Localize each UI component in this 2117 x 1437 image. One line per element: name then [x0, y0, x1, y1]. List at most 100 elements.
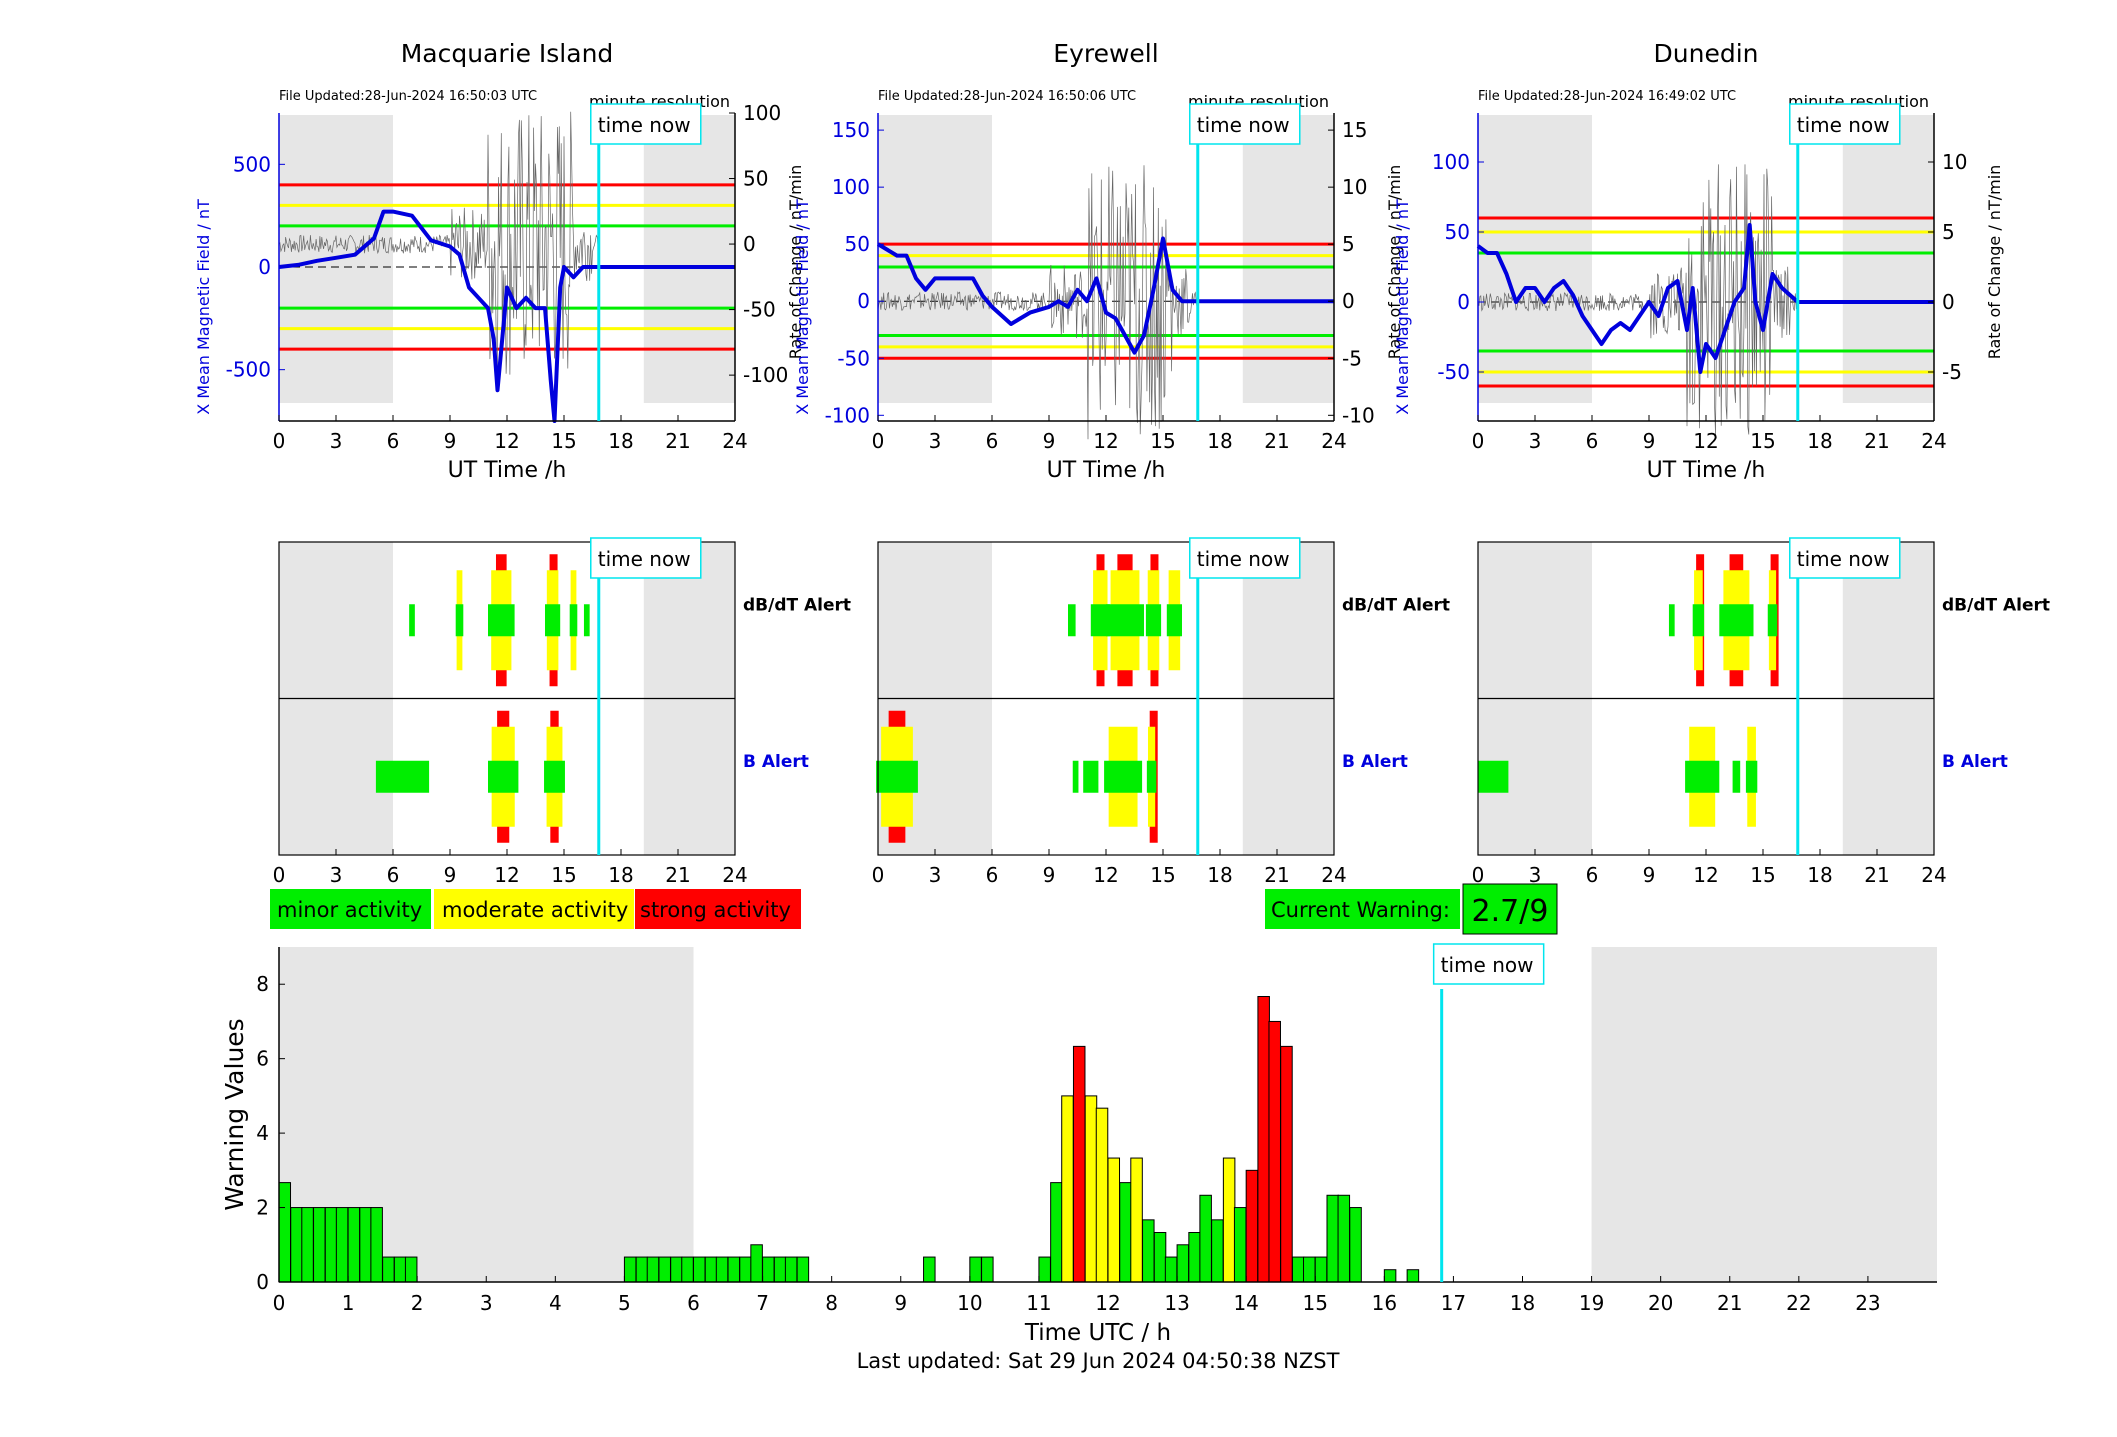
warning-bar — [290, 1207, 303, 1283]
right-tick-label: 50 — [743, 167, 768, 191]
warning-bar — [335, 1207, 349, 1283]
right-tick-label: 0 — [1942, 290, 1955, 314]
left-tick-label: -50 — [1437, 360, 1470, 384]
warning-bar — [404, 1256, 418, 1283]
dbdt-alert-label: dB/dT Alert — [1942, 595, 2050, 615]
x-tick-label: 21 — [665, 863, 690, 887]
warning-bar — [693, 1256, 706, 1283]
file-updated: File Updated:28-Jun-2024 16:50:03 UTC — [279, 89, 537, 104]
time-now-box — [1789, 537, 1901, 579]
warning-bar — [1095, 1107, 1109, 1283]
alert-plot: 0 3 6 9 12 15 18 21 24 dB/dT Alert B Alert time now — [872, 537, 1450, 887]
x-tick-label: 9 — [1043, 863, 1056, 887]
x-tick-label: 24 — [1321, 863, 1346, 887]
current-warning-label-box — [1265, 889, 1460, 929]
warning-bar — [1245, 1169, 1259, 1283]
warning-bar — [301, 1207, 314, 1283]
x-tick-label: 15 — [551, 863, 576, 887]
x-tick-label: 10 — [957, 1291, 982, 1315]
x-tick-label: 1 — [342, 1291, 355, 1315]
warning-bar — [1107, 1157, 1121, 1283]
x-tick-label: 15 — [1303, 1291, 1328, 1315]
warning-bar — [1153, 1231, 1167, 1283]
x-tick-label: 21 — [1717, 1291, 1742, 1315]
x-tick-label: 6 — [986, 429, 999, 453]
x-tick-label: 14 — [1233, 1291, 1258, 1315]
left-tick-label: 100 — [1432, 150, 1470, 174]
x-tick-label: 18 — [1807, 863, 1832, 887]
x-tick-label: 23 — [1855, 1291, 1880, 1315]
left-tick-label: -500 — [226, 358, 271, 382]
y-tick-label: 0 — [256, 1270, 269, 1294]
x-tick-label: 15 — [1750, 429, 1775, 453]
x-tick-label: 15 — [1150, 429, 1175, 453]
b-alert-minor — [876, 760, 918, 793]
x-tick-label: 7 — [756, 1291, 769, 1315]
warning-bar — [1349, 1207, 1362, 1283]
station-title: Eyrewell — [1053, 39, 1158, 68]
warning-bar — [658, 1256, 671, 1283]
x-tick-label: 18 — [1207, 429, 1232, 453]
x-tick-label: 12 — [1093, 429, 1118, 453]
legend-moderate-swatch — [434, 889, 634, 929]
warning-bar — [1119, 1182, 1132, 1283]
warning-bar — [762, 1256, 775, 1283]
right-tick-label: 0 — [1342, 289, 1355, 313]
x-tick-label: 19 — [1579, 1291, 1604, 1315]
b-alert-minor — [375, 760, 430, 793]
x-tick-label: 3 — [330, 863, 343, 887]
dbdt-alert-minor — [1767, 604, 1778, 637]
mean-field-line — [876, 236, 1334, 355]
x-tick-label: 6 — [986, 863, 999, 887]
dbdt-alert-minor — [569, 604, 578, 637]
dbdt-alert-minor — [409, 604, 415, 637]
x-tick-label: 2 — [411, 1291, 424, 1315]
time-now-label: time now — [1797, 113, 1890, 137]
dbdt-alert-minor — [488, 604, 515, 637]
b-alert-minor — [544, 760, 565, 793]
b-alert-label: B Alert — [1342, 752, 1408, 772]
night-shade — [1242, 115, 1334, 403]
time-now-box — [1432, 943, 1545, 985]
warning-bar — [1188, 1231, 1201, 1283]
x-tick-label: 9 — [444, 863, 457, 887]
x-tick-label: 13 — [1164, 1291, 1189, 1315]
b-alert-minor — [1732, 760, 1741, 793]
time-now-label: time now — [598, 113, 691, 137]
left-axis-label: X Mean Magnetic Field / nT — [793, 199, 812, 415]
right-axis-label: Rate of Change / nT/min — [786, 165, 805, 360]
time-now-box — [1189, 537, 1301, 579]
b-alert-minor — [488, 760, 519, 793]
left-tick-label: -50 — [837, 346, 870, 370]
x-tick-label: 9 — [894, 1291, 907, 1315]
x-tick-label: 17 — [1441, 1291, 1466, 1315]
warning-bar — [784, 1256, 798, 1283]
dbdt-alert-minor — [1145, 604, 1162, 637]
left-tick-label: 50 — [1445, 220, 1470, 244]
warning-bar — [1199, 1194, 1212, 1283]
x-tick-label: 12 — [1095, 1291, 1120, 1315]
y-tick-label: 2 — [256, 1196, 269, 1220]
right-tick-label: -50 — [743, 298, 776, 322]
warning-bar — [1314, 1256, 1328, 1283]
x-tick-label: 3 — [929, 429, 942, 453]
left-tick-label: 50 — [845, 232, 870, 256]
b-alert-minor — [1745, 760, 1758, 793]
time-now-label: time now — [1797, 547, 1890, 571]
warning-bar — [727, 1256, 741, 1283]
current-warning-value-box — [1462, 883, 1558, 935]
x-tick-label: 12 — [494, 863, 519, 887]
warning-bar — [278, 1182, 292, 1283]
time-now-box — [590, 537, 702, 579]
x-tick-label: 6 — [387, 429, 400, 453]
legend-strong-swatch — [635, 889, 801, 929]
right-tick-label: 0 — [743, 232, 756, 256]
x-tick-label: 4 — [549, 1291, 562, 1315]
x-tick-label: 21 — [1264, 863, 1289, 887]
x-tick-label: 24 — [1321, 429, 1346, 453]
